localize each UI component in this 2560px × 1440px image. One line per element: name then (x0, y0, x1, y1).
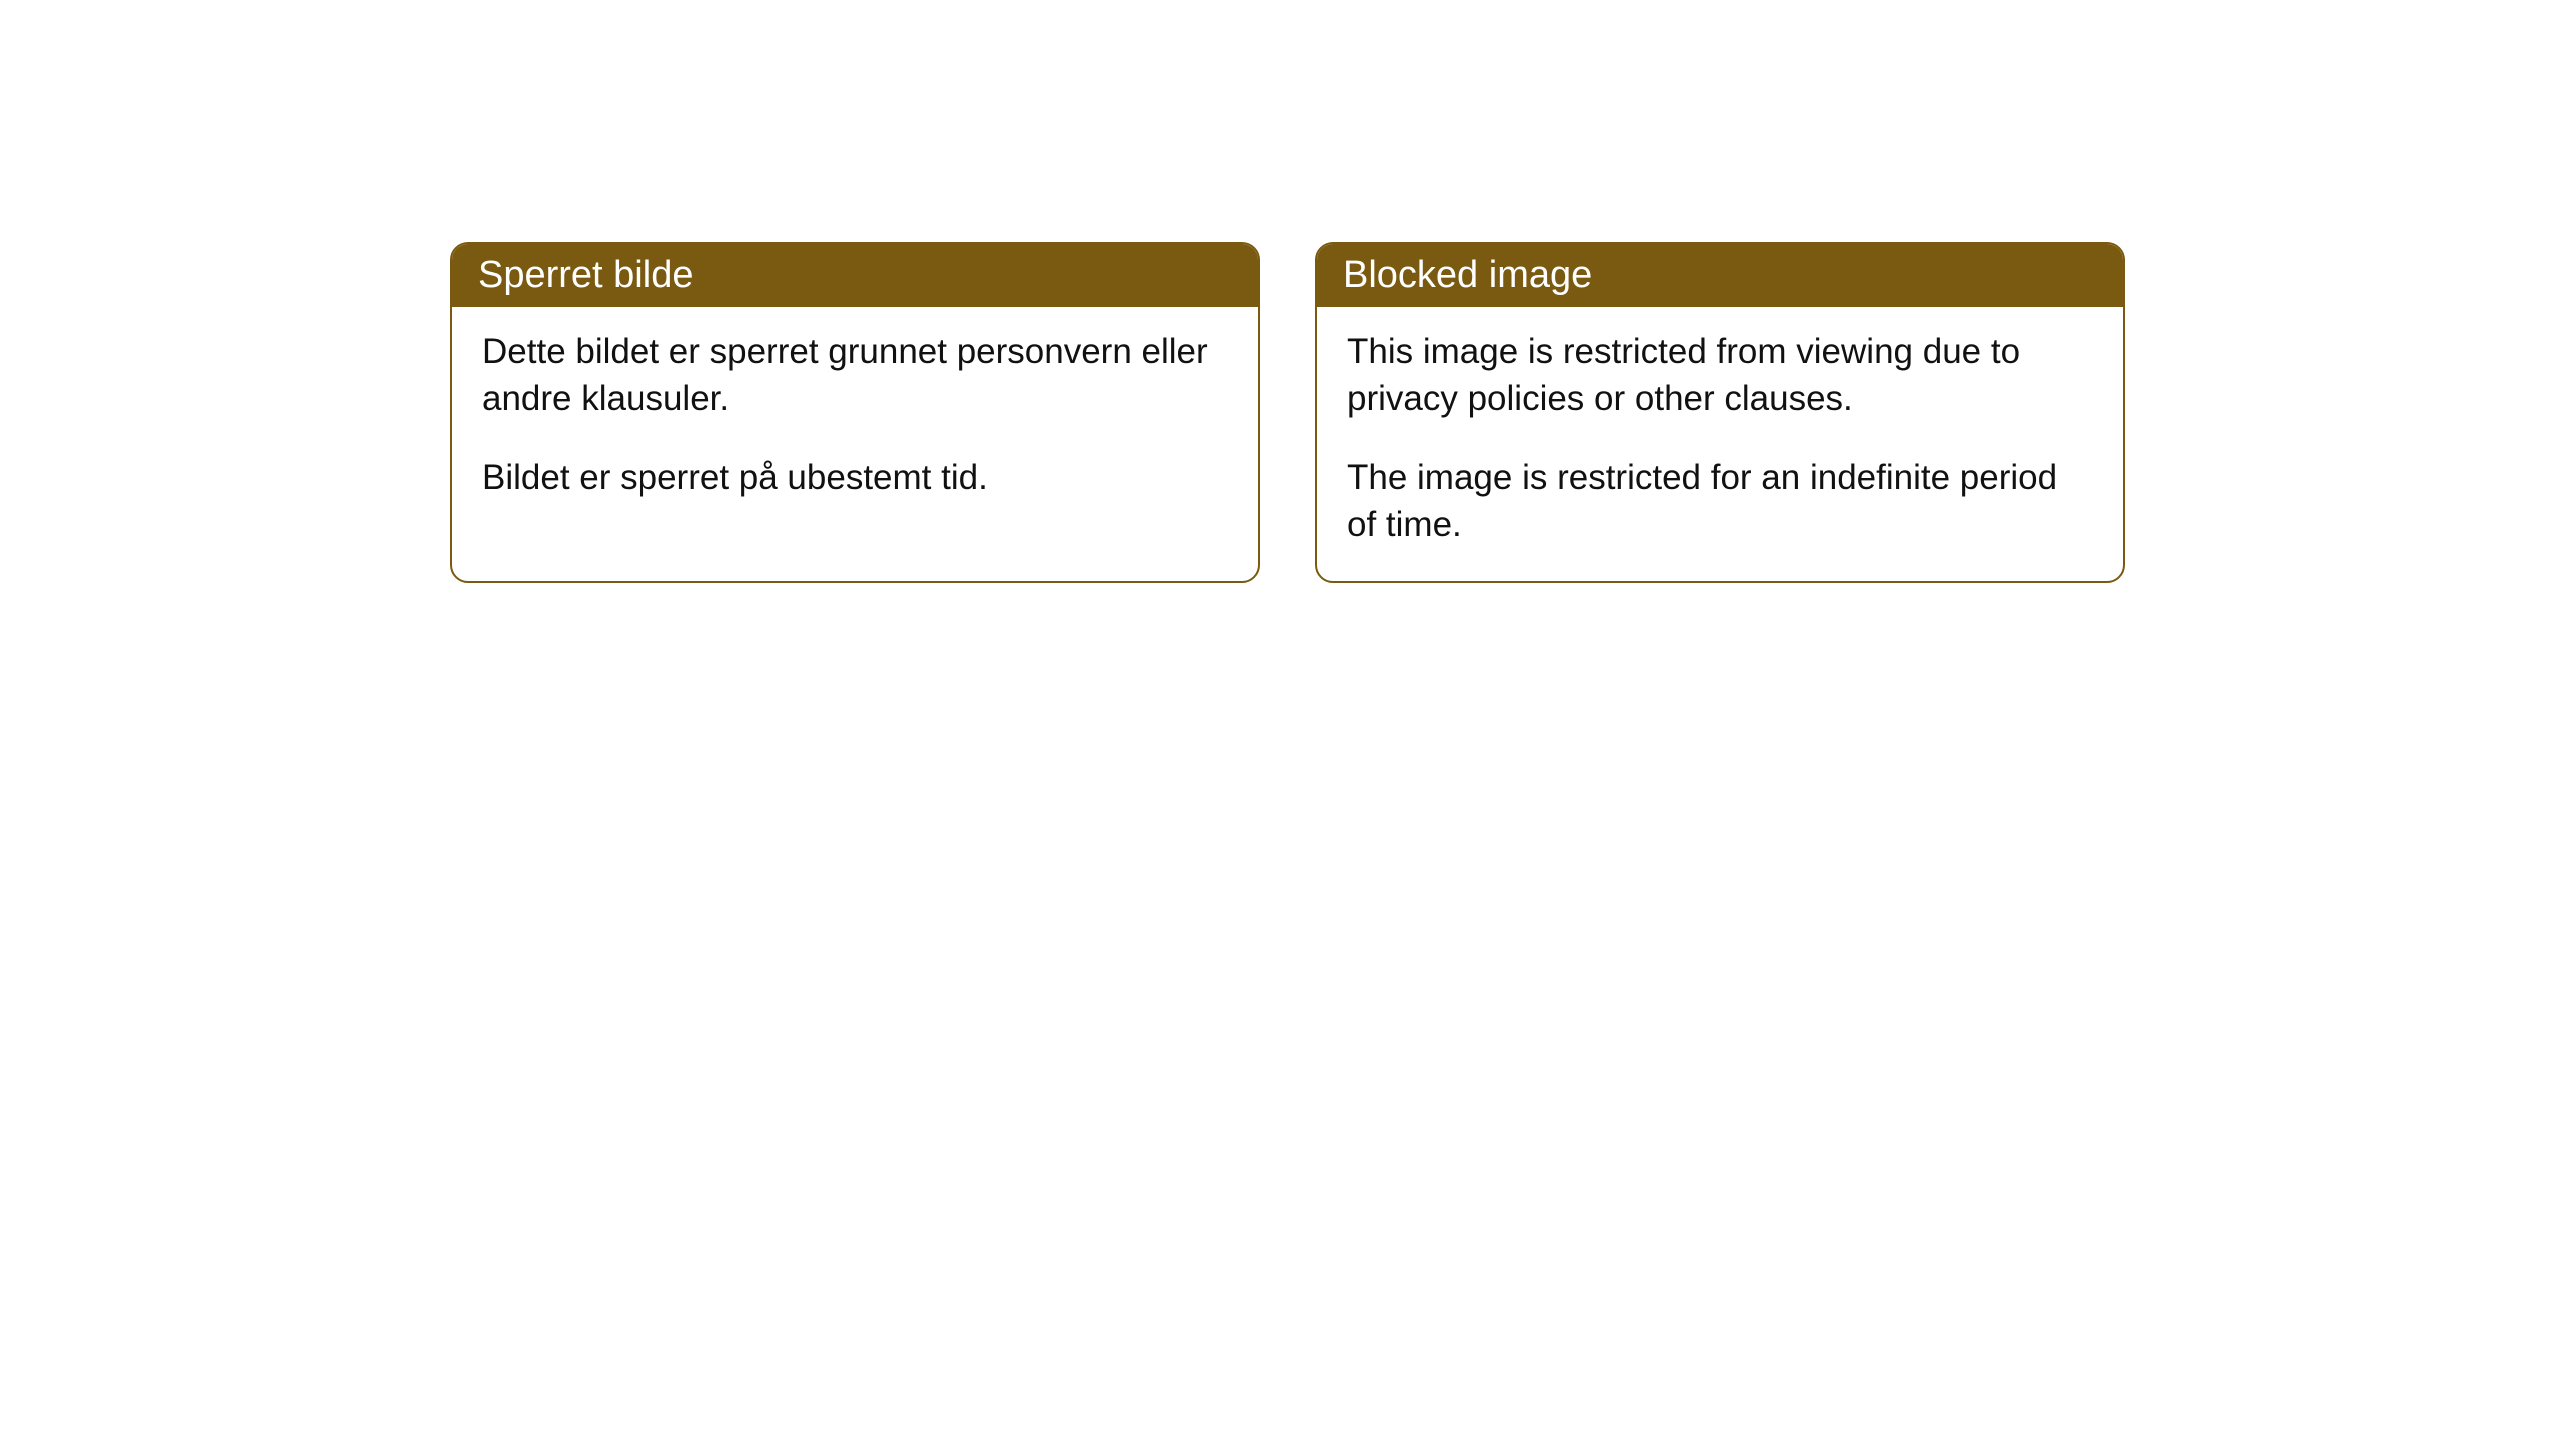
card-text-en-1: This image is restricted from viewing du… (1347, 329, 2093, 423)
card-header-no: Sperret bilde (452, 244, 1258, 307)
card-text-en-2: The image is restricted for an indefinit… (1347, 455, 2093, 549)
card-text-no-2: Bildet er sperret på ubestemt tid. (482, 455, 1228, 502)
card-text-no-1: Dette bildet er sperret grunnet personve… (482, 329, 1228, 423)
card-header-en: Blocked image (1317, 244, 2123, 307)
card-body-en: This image is restricted from viewing du… (1317, 307, 2123, 581)
card-body-no: Dette bildet er sperret grunnet personve… (452, 307, 1258, 534)
blocked-image-card-no: Sperret bilde Dette bildet er sperret gr… (450, 242, 1260, 583)
notice-cards-container: Sperret bilde Dette bildet er sperret gr… (0, 0, 2560, 583)
blocked-image-card-en: Blocked image This image is restricted f… (1315, 242, 2125, 583)
